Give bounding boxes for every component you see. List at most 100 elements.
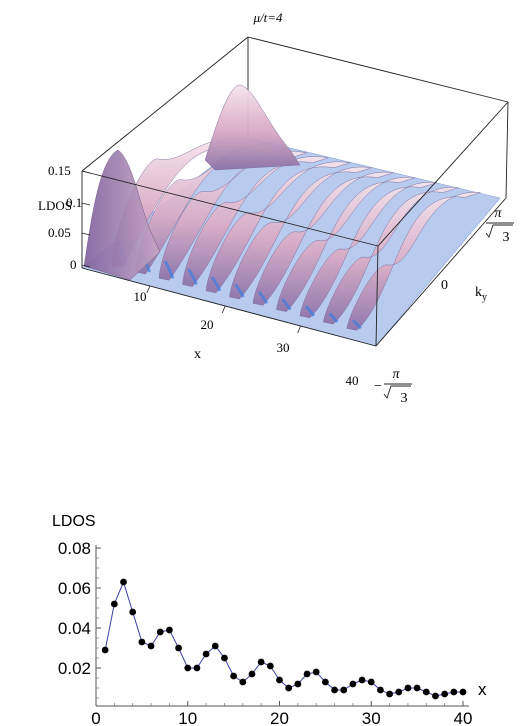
ldos-data-point (147, 642, 155, 650)
ky-tick-label: 0 (441, 278, 448, 293)
x-tick-mark-3d (221, 305, 226, 314)
ky-tick-label: π3 (485, 206, 514, 245)
ldos-data-point (257, 658, 265, 666)
line-plot: LDOS x 0.02 0.04 0.06 0.08 0 10 20 30 40 (52, 513, 487, 726)
x-axis-label-3d: x (194, 347, 201, 362)
ldos-data-point (110, 600, 118, 608)
box-edge-top-front (81, 170, 379, 247)
line-plot-xlabel: x (478, 680, 487, 699)
surface-ridge (229, 166, 372, 300)
surface-ridge (346, 192, 481, 331)
surface-ridge-highlight (210, 276, 222, 292)
x-tick-label: 0 (91, 709, 100, 726)
ldos-data-point (129, 608, 137, 616)
ky-tick-numerator: π (494, 206, 502, 221)
ky-tick-sign: − (374, 379, 382, 394)
z-tick-mark (81, 170, 91, 174)
y-tick-label: 0.06 (58, 579, 91, 598)
ky-tick-denominator: 3 (503, 230, 510, 245)
box-edge-front-right (375, 245, 379, 347)
box-edge-right-vertical (505, 101, 509, 199)
ldos-data-point (450, 688, 458, 696)
ldos-data-point (367, 678, 375, 686)
ldos-data-point (276, 676, 283, 684)
surface-ridge (205, 161, 351, 294)
ldos-data-point (413, 684, 421, 692)
z-axis-label: LDOS (38, 198, 72, 213)
ky-tick-denominator: 3 (401, 391, 408, 406)
surface-ridge-highlight (304, 305, 316, 317)
ldos-data-point (386, 690, 393, 698)
x-tick-label-3d: 20 (201, 317, 214, 332)
ldos-data-point (303, 670, 311, 678)
ky-tick-label: −π3 (374, 367, 412, 406)
ldos-data-point (184, 664, 192, 672)
surface-ridge-highlight (257, 291, 269, 305)
z-tick-label: 0.15 (48, 163, 71, 178)
x-tick-label-3d: 30 (277, 340, 290, 355)
box-edge-back-left-top (81, 36, 249, 172)
ldos-data-point (285, 684, 293, 692)
ldos-data-point (221, 654, 228, 662)
ldos-data-point (441, 690, 449, 698)
x-axis-3d: 10 20 30 40 x (134, 285, 359, 388)
ldos-data-point (404, 684, 412, 692)
z-tick-label: 0.05 (48, 225, 71, 240)
box-edge-back-right-top (247, 36, 509, 103)
x-tick-label: 30 (362, 709, 381, 726)
ldos-data-point (193, 664, 201, 672)
ldos-data-point (340, 686, 348, 694)
ldos-data-point (331, 686, 338, 694)
ldos-data-point (156, 628, 164, 636)
ldos-data-point (239, 678, 247, 686)
ldos-series-line (104, 580, 463, 697)
surface-plot-3d: μ/t=4 LDOS 0.15 0.1 0.05 0 (38, 10, 514, 406)
ky-tick-sqrt-sign (485, 224, 513, 238)
ldos-data-point (120, 578, 127, 586)
box-front-edges (81, 101, 509, 347)
x-tick-mark-3d (146, 285, 151, 294)
ldos-data-point (266, 662, 274, 670)
surface-title: μ/t=4 (252, 10, 283, 25)
ldos-data-point (138, 638, 146, 646)
surface-ridge-highlight (187, 268, 198, 286)
z-axis: LDOS 0.15 0.1 0.05 0 (38, 163, 91, 272)
ldos-data-point (211, 642, 219, 650)
ldos-data-point (312, 668, 320, 676)
ldos-data-point (230, 672, 238, 680)
x-tick-label: 10 (178, 709, 197, 726)
ky-axis-label: ky (475, 285, 487, 303)
ldos-data-point (101, 646, 109, 654)
box-edge-top-right (377, 101, 509, 247)
ldos-data-point (166, 626, 173, 634)
surface-ridges (111, 84, 481, 331)
surface-ridge-highlight (328, 312, 339, 324)
surface-ridge (252, 171, 394, 306)
ky-tick-numerator: π (392, 367, 400, 382)
box-edge-bottom-right (375, 197, 507, 347)
y-tick-label: 0.02 (58, 659, 91, 678)
ldos-data-point (377, 686, 384, 694)
ldos-data-point (175, 644, 182, 652)
z-tick-label: 0 (70, 257, 77, 272)
x-tick-label-3d: 10 (134, 289, 147, 304)
surface-ridge-highlight (281, 298, 292, 311)
ldos-data-point (358, 676, 366, 684)
ky-tick-sqrt-sign (383, 385, 411, 399)
ldos-data-point (321, 678, 329, 686)
y-tick-label: 0.04 (58, 619, 91, 638)
surface-ridge-highlight (163, 260, 175, 279)
box-edge-bottom-front (81, 267, 377, 347)
surface-front-hump (83, 149, 161, 281)
ldos-data-point (202, 650, 210, 658)
ldos-data-point (395, 688, 403, 696)
ldos-data-point (432, 692, 439, 700)
z-tick-mark (81, 202, 91, 206)
ldos-data-point (248, 670, 256, 678)
x-tick-label: 40 (454, 709, 473, 726)
surface-ridge (299, 182, 438, 319)
ldos-data-point (422, 688, 430, 696)
ldos-data-point (294, 680, 302, 688)
ldos-data-point (459, 688, 467, 696)
